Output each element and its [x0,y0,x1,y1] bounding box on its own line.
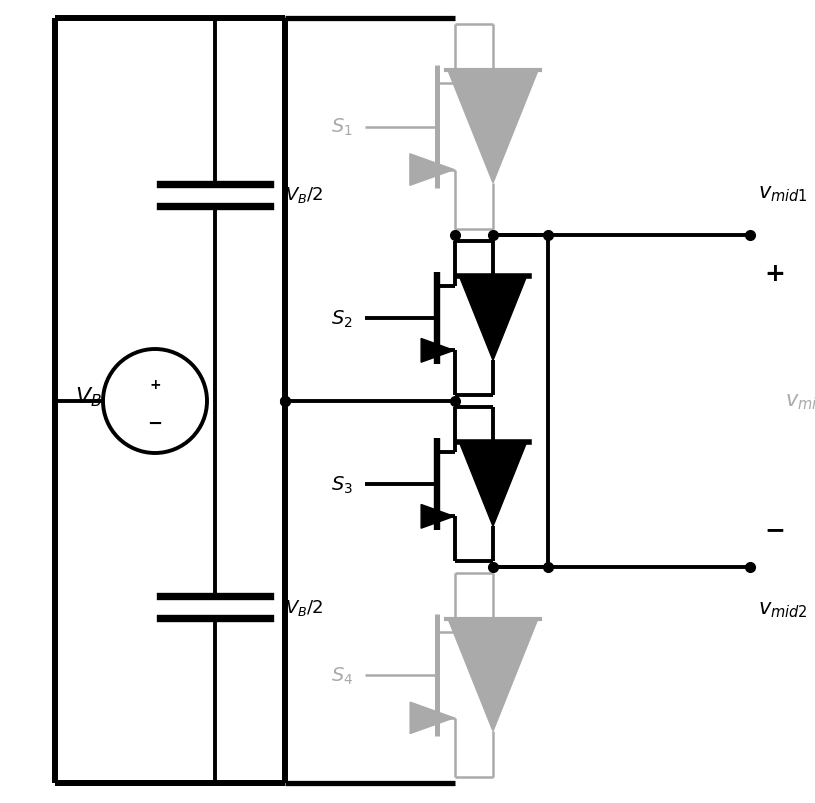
Text: −: − [764,517,786,541]
Text: $v_{mid2}$: $v_{mid2}$ [758,600,808,619]
Polygon shape [421,505,454,528]
Text: $S_4$: $S_4$ [331,665,353,686]
Polygon shape [410,703,454,734]
Text: $V_B$: $V_B$ [74,385,101,408]
Text: +: + [764,262,786,286]
Text: $v_{mid1}$: $v_{mid1}$ [758,184,808,203]
Polygon shape [448,71,538,184]
Text: $S_2$: $S_2$ [332,308,353,329]
Text: $S_3$: $S_3$ [331,474,353,495]
Polygon shape [459,276,526,361]
Polygon shape [448,619,538,732]
Polygon shape [459,442,526,527]
Text: −: − [148,414,162,433]
Text: $V_B/2$: $V_B/2$ [285,185,324,206]
Polygon shape [410,154,454,186]
Text: +: + [149,377,161,392]
Text: $V_B/2$: $V_B/2$ [285,597,324,618]
Text: $S_1$: $S_1$ [331,116,353,138]
Text: $v_{mid}$: $v_{mid}$ [785,392,815,411]
Polygon shape [421,339,454,363]
